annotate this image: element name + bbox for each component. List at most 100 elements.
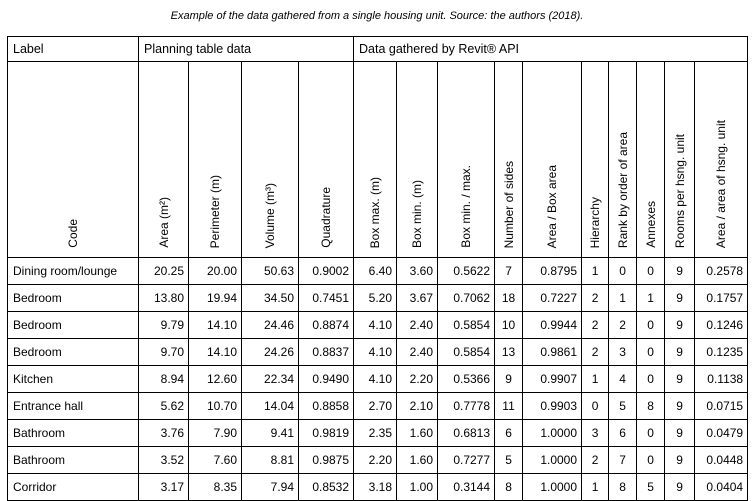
data-cell: 9.41: [241, 419, 299, 447]
data-cell: 6: [494, 419, 524, 447]
column-header-number-of-sides: Number of sides: [494, 61, 524, 258]
data-cell: 0.8858: [297, 392, 355, 420]
data-cell: 0.7277: [437, 446, 496, 474]
row-label-cell: Dining room/lounge: [7, 257, 139, 285]
data-cell: 0.9861: [522, 338, 583, 366]
data-cell: 5.20: [353, 284, 398, 312]
data-cell: 9: [664, 392, 696, 420]
row-label-cell: Bathroom: [7, 446, 139, 474]
data-cell: 7.60: [188, 446, 242, 474]
table-row: Bedroom 9.79 14.10 24.46 0.8874 4.10 2.40 0.585…: [7, 311, 749, 339]
group-header-revit: Data gathered by Revit® API: [353, 36, 749, 62]
data-cell: 2.40: [396, 311, 439, 339]
data-cell: 0.8795: [522, 257, 583, 285]
data-cell: 50.63: [241, 257, 299, 285]
table-row: Bedroom 13.80 19.94 34.50 0.7451 5.20 3.67 0.70…: [7, 284, 749, 312]
data-cell: 0.1138: [694, 365, 749, 393]
data-cell: 0: [636, 419, 666, 447]
table-caption: Example of the data gathered from a sing…: [170, 10, 584, 22]
data-cell: 4.10: [353, 311, 398, 339]
data-cell: 0.3144: [437, 473, 496, 501]
row-label-cell: Entrance hall: [7, 392, 139, 420]
data-cell: 9: [664, 284, 696, 312]
data-cell: 9: [664, 257, 696, 285]
data-cell: 13: [494, 338, 524, 366]
data-cell: 9: [664, 365, 696, 393]
data-cell: 2: [608, 311, 638, 339]
data-cell: 0.9002: [297, 257, 355, 285]
row-label-cell: Bedroom: [7, 311, 139, 339]
data-cell: 24.46: [241, 311, 299, 339]
data-cell: 3: [608, 338, 638, 366]
table-body: Dining room/lounge 20.25 20.00 50.63 0.9002 6…: [7, 257, 749, 501]
data-cell: 8.81: [241, 446, 299, 474]
data-cell: 4.10: [353, 365, 398, 393]
data-cell: 0.5622: [437, 257, 496, 285]
data-cell: 7: [608, 446, 638, 474]
data-cell: 8: [494, 473, 524, 501]
data-cell: 10.70: [188, 392, 242, 420]
data-cell: 6: [608, 419, 638, 447]
group-header-label: Label: [7, 36, 139, 62]
column-header-hierarchy: Hierarchy: [581, 61, 610, 258]
column-header-rooms-per-hsng-unit: Rooms per hsng. unit: [664, 61, 696, 258]
data-cell: 2.70: [353, 392, 398, 420]
data-cell: 7: [494, 257, 524, 285]
data-cell: 8: [608, 473, 638, 501]
data-cell: 0.9875: [297, 446, 355, 474]
row-label-cell: Bedroom: [7, 338, 139, 366]
data-cell: 2: [581, 446, 610, 474]
data-cell: 6.40: [353, 257, 398, 285]
data-cell: 24.26: [241, 338, 299, 366]
data-cell: 0.9819: [297, 419, 355, 447]
data-cell: 7.90: [188, 419, 242, 447]
data-cell: 0.5854: [437, 311, 496, 339]
data-cell: 0.9944: [522, 311, 583, 339]
housing-unit-data-table: Label Planning table data Data gathered …: [7, 36, 749, 501]
data-cell: 1: [608, 284, 638, 312]
group-header-planning: Planning table data: [137, 36, 355, 62]
data-cell: 2.20: [396, 365, 439, 393]
column-header-volume-m: Volume (m³): [241, 61, 299, 258]
data-cell: 19.94: [188, 284, 242, 312]
data-cell: 1.0000: [522, 473, 583, 501]
data-cell: 0.0479: [694, 419, 749, 447]
table-row: Corridor 3.17 8.35 7.94 0.8532 3.18 1.00 0.3144…: [7, 473, 749, 501]
data-cell: 3.18: [353, 473, 398, 501]
data-cell: 13.80: [138, 284, 189, 312]
table-row: Bathroom 3.76 7.90 9.41 0.9819 2.35 1.60 0.6813…: [7, 419, 749, 447]
data-cell: 1: [581, 473, 610, 501]
data-cell: 3.52: [138, 446, 189, 474]
data-cell: 7.94: [241, 473, 299, 501]
data-cell: 0.8874: [297, 311, 355, 339]
data-cell: 9.70: [138, 338, 189, 366]
data-cell: 0.9907: [522, 365, 583, 393]
column-header-text: Annexes: [643, 201, 658, 248]
data-cell: 0: [581, 392, 610, 420]
column-header-text: Hierarchy: [588, 196, 603, 248]
data-cell: 0.1757: [694, 284, 749, 312]
data-cell: 9: [664, 338, 696, 366]
data-cell: 9: [664, 311, 696, 339]
data-cell: 4.10: [353, 338, 398, 366]
data-cell: 9.79: [138, 311, 189, 339]
data-cell: 8.35: [188, 473, 242, 501]
column-header-annexes: Annexes: [636, 61, 666, 258]
data-cell: 0: [636, 446, 666, 474]
data-cell: 0.8837: [297, 338, 355, 366]
data-cell: 2: [581, 338, 610, 366]
column-header-code: Code: [7, 61, 139, 258]
data-cell: 0.0448: [694, 446, 749, 474]
column-header-box-max-m: Box max. (m): [353, 61, 398, 258]
data-cell: 3: [581, 419, 610, 447]
data-cell: 9: [664, 473, 696, 501]
data-cell: 0.5366: [437, 365, 496, 393]
data-cell: 8.94: [138, 365, 189, 393]
data-cell: 3.67: [396, 284, 439, 312]
column-header-area-m: Area (m²): [138, 61, 189, 258]
data-cell: 1.0000: [522, 419, 583, 447]
data-cell: 14.04: [241, 392, 299, 420]
column-header-text: Box max. (m): [368, 176, 383, 248]
data-cell: 34.50: [241, 284, 299, 312]
data-cell: 0.6813: [437, 419, 496, 447]
